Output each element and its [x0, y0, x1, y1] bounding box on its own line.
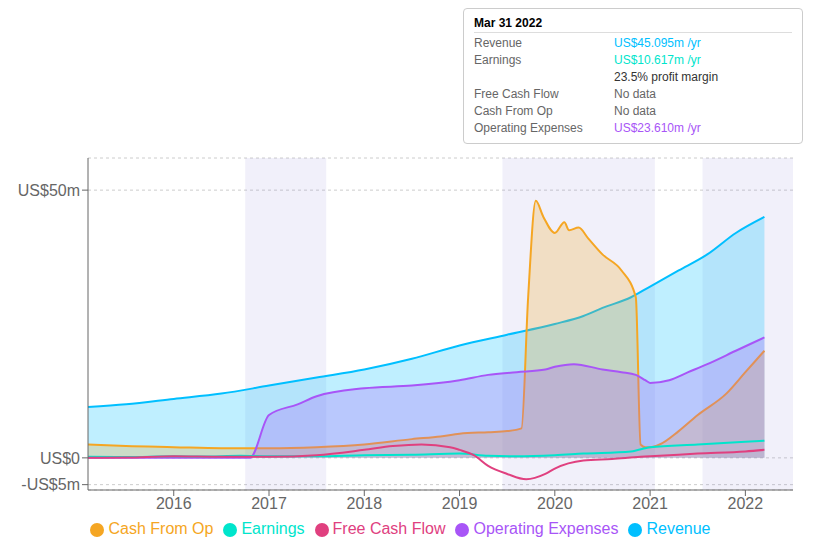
- svg-text:2016: 2016: [156, 495, 192, 512]
- html-text:US$23.610m /yr: US$23.610m /yr: [614, 121, 701, 135]
- html-text:Revenue: Revenue: [646, 520, 711, 537]
- html-text:Free Cash Flow: Free Cash Flow: [332, 520, 446, 537]
- html-text:US$45.095m /yr: US$45.095m /yr: [614, 36, 701, 50]
- svg-text:2020: 2020: [537, 495, 573, 512]
- html-text:Free Cash Flow: Free Cash Flow: [474, 87, 559, 101]
- svg-text:2017: 2017: [251, 495, 287, 512]
- html-text:Cash From Op: Cash From Op: [474, 104, 553, 118]
- svg-text:2018: 2018: [346, 495, 382, 512]
- svg-text:-US$5m: -US$5m: [21, 476, 80, 493]
- html-text:Revenue: Revenue: [474, 36, 522, 50]
- html-text:Operating Expenses: Operating Expenses: [473, 520, 619, 537]
- html-text:Earnings: Earnings: [474, 53, 522, 67]
- svg-text:2019: 2019: [442, 495, 478, 512]
- html-text:No data: No data: [614, 104, 656, 118]
- html-text:Cash From Op: Cash From Op: [108, 520, 214, 537]
- html-text:Mar 31 2022: Mar 31 2022: [474, 16, 543, 30]
- html-text:23.5% profit margin: 23.5% profit margin: [614, 70, 719, 84]
- html-text:US$10.617m /yr: US$10.617m /yr: [614, 53, 701, 67]
- html-text:No data: No data: [614, 87, 656, 101]
- svg-text:US$50m: US$50m: [18, 182, 80, 199]
- svg-text:2021: 2021: [632, 495, 668, 512]
- svg-text:US$0: US$0: [40, 450, 80, 467]
- svg-text:2022: 2022: [728, 495, 764, 512]
- html-text:Earnings: Earnings: [241, 520, 305, 537]
- html-text:Operating Expenses: Operating Expenses: [474, 121, 583, 135]
